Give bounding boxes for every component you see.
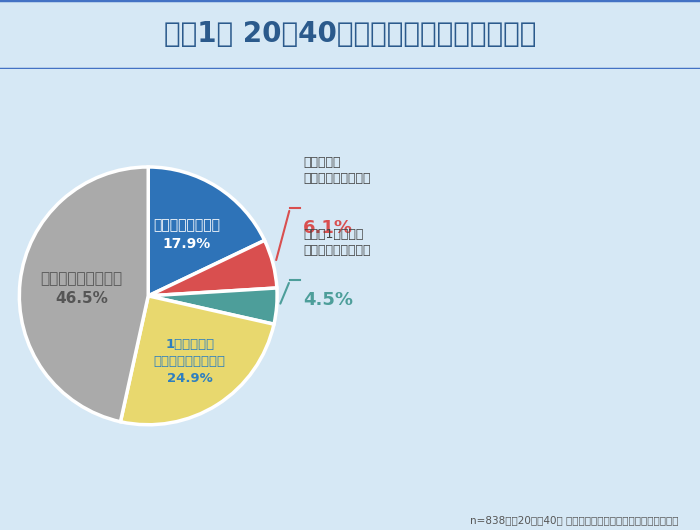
- Wedge shape: [148, 241, 277, 296]
- Text: n=838名（20代～40代 男性有職者）　第一三共ヘルスケア調べ: n=838名（20代～40代 男性有職者） 第一三共ヘルスケア調べ: [470, 515, 679, 525]
- Wedge shape: [20, 167, 148, 422]
- Text: 現在かかっている
17.9%: 現在かかっている 17.9%: [153, 218, 220, 251]
- Text: 4.5%: 4.5%: [303, 291, 353, 308]
- Text: 【図1】 20～40代の働く男性の水虫経験率: 【図1】 20～40代の働く男性の水虫経験率: [164, 21, 536, 48]
- Text: 1年以上前に
かかったことがある
24.9%: 1年以上前に かかったことがある 24.9%: [154, 338, 226, 385]
- Wedge shape: [148, 167, 265, 296]
- Text: かかったことがない
46.5%: かかったことがない 46.5%: [41, 271, 122, 306]
- Text: 半年～1年以内に
かかったことがある: 半年～1年以内に かかったことがある: [303, 228, 370, 257]
- Text: 6.1%: 6.1%: [303, 218, 353, 236]
- Wedge shape: [148, 288, 277, 324]
- Wedge shape: [120, 296, 274, 425]
- Text: 半年以内に
かかったことがある: 半年以内に かかったことがある: [303, 156, 370, 185]
